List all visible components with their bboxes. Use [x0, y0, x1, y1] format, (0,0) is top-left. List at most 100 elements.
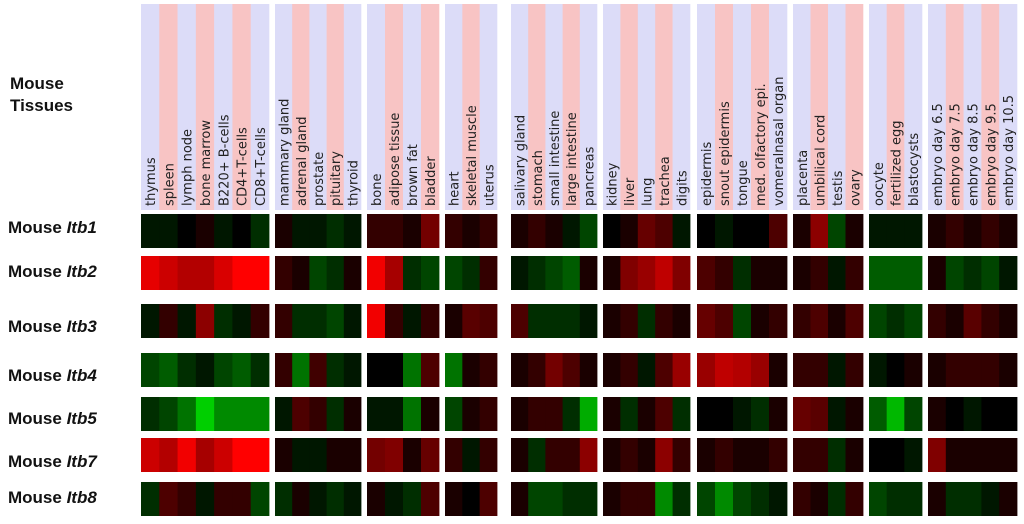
tissue-label: testis	[831, 170, 846, 206]
heatmap-cell	[462, 304, 481, 338]
heatmap-cell	[421, 304, 440, 338]
heatmap-cell	[579, 256, 598, 290]
header-stripe	[904, 4, 923, 210]
heatmap-cell	[545, 438, 563, 472]
heatmap-cell	[928, 304, 947, 338]
heatmap-cell	[603, 397, 621, 431]
header-stripe	[793, 4, 811, 210]
heatmap-cell	[232, 438, 252, 472]
heatmap-cell	[697, 482, 716, 516]
heatmap-cell	[445, 304, 463, 338]
header-stripe	[309, 4, 327, 210]
tissue-label: stomach	[531, 150, 546, 206]
heatmap-cell	[195, 438, 215, 472]
tissue-label: skeletal muscle	[465, 105, 480, 206]
tissue-label: embryo day 7.5	[949, 103, 964, 206]
tissue-label: oocyte	[872, 162, 887, 206]
heatmap-cell	[793, 214, 811, 248]
heatmap-cell	[528, 482, 546, 516]
heatmap-cell	[367, 304, 386, 338]
heatmap-cell	[195, 397, 215, 431]
header-stripe	[945, 4, 964, 210]
heatmap-cell	[232, 304, 252, 338]
tissue-label: bone	[370, 174, 385, 206]
heatmap-cell	[733, 438, 752, 472]
heatmap-cell	[751, 482, 770, 516]
heatmap-cell	[769, 214, 788, 248]
heatmap-cell	[462, 214, 481, 248]
heatmap-cell	[579, 482, 598, 516]
heatmap-cell	[733, 304, 752, 338]
heatmap-cell	[159, 397, 178, 431]
heatmap-cell	[869, 353, 888, 387]
heatmap-cell	[999, 214, 1018, 248]
heatmap-cell	[869, 438, 888, 472]
tissue-label: brown fat	[406, 144, 421, 206]
heatmap-cell	[769, 353, 788, 387]
heatmap-cell	[528, 256, 546, 290]
header-stripe	[620, 4, 639, 210]
heatmap-cell	[462, 256, 481, 290]
heatmap-cell	[999, 482, 1018, 516]
heatmap-cell	[697, 353, 716, 387]
header-stripe	[214, 4, 233, 210]
heatmap-cell	[292, 256, 310, 290]
heatmap-cell	[232, 482, 252, 516]
heatmap-cell	[999, 353, 1018, 387]
heatmap-cell	[385, 256, 404, 290]
heatmap-cell	[250, 304, 270, 338]
header-stripe	[672, 4, 691, 210]
tissue-label: B220+ B-cells	[217, 114, 232, 206]
heatmap-cell	[579, 214, 598, 248]
heatmap-cell	[292, 482, 310, 516]
heatmap-cell	[945, 397, 964, 431]
header-stripe	[999, 4, 1018, 210]
heatmap-cell	[462, 438, 481, 472]
tissue-label: ovary	[848, 169, 863, 206]
heatmap-cell	[999, 438, 1018, 472]
heatmap-cell	[869, 304, 888, 338]
heatmap-cell	[715, 214, 734, 248]
corner-label-line1: Mouse	[10, 74, 64, 93]
heatmap-cell	[177, 214, 197, 248]
heatmap-cell	[250, 438, 270, 472]
heatmap-cell	[177, 482, 197, 516]
heatmap-cell	[828, 438, 846, 472]
heatmap-cell	[309, 214, 327, 248]
header-stripes	[141, 4, 1018, 210]
tissue-label: CD4+T-cells	[236, 127, 251, 206]
heatmap-cell	[963, 397, 982, 431]
heatmap-cell	[733, 353, 752, 387]
header-stripe	[159, 4, 178, 210]
heatmap-cell	[810, 304, 829, 338]
heatmap-cell	[309, 304, 327, 338]
tissue-label: CD8+T-cells	[254, 127, 269, 206]
tissue-label: pituitary	[329, 151, 344, 206]
heatmap-cell	[445, 438, 463, 472]
heatmap-cell	[869, 397, 888, 431]
heatmap-cell	[945, 482, 964, 516]
heatmap-cell	[275, 304, 293, 338]
heatmap-cell	[751, 214, 770, 248]
heatmap-cell	[177, 397, 197, 431]
header-stripe	[715, 4, 734, 210]
heatmap-cell	[195, 256, 215, 290]
heatmap-cell	[620, 397, 639, 431]
tissue-label: digits	[675, 170, 690, 206]
header-stripe	[963, 4, 982, 210]
heatmap-cell	[869, 482, 888, 516]
heatmap-cell	[603, 214, 621, 248]
heatmap-cell	[275, 438, 293, 472]
heatmap-cell	[620, 482, 639, 516]
heatmap-cell	[620, 304, 639, 338]
heatmap-cell	[159, 214, 178, 248]
tissue-label: adrenal gland	[295, 116, 310, 206]
header-stripe	[385, 4, 404, 210]
header-stripe	[479, 4, 498, 210]
gene-row-label: Mouse Itb4	[8, 366, 97, 385]
heatmap-cell	[421, 256, 440, 290]
heatmap-cell	[928, 214, 947, 248]
heatmap-cell	[421, 397, 440, 431]
heatmap-cell	[479, 214, 498, 248]
heatmap-cell	[326, 482, 345, 516]
